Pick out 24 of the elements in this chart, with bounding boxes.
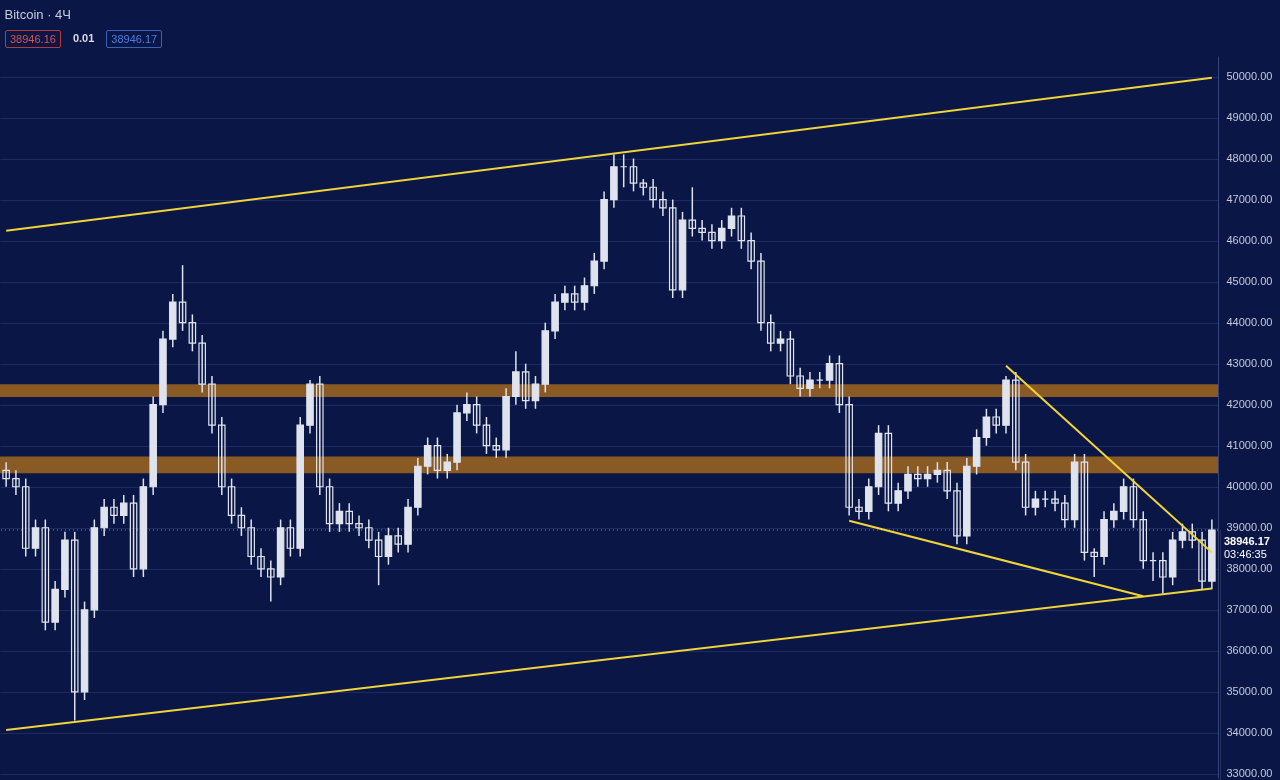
text: 38946.16 (5, 30, 61, 48)
text: 38946.17 (106, 30, 163, 48)
text: 03:46:35 (1224, 547, 1267, 560)
y-tick-label: 42000.00 (1226, 398, 1273, 411)
y-tick-label: 36000.00 (1226, 644, 1273, 657)
y-tick-label: 34000.00 (1226, 726, 1273, 739)
y-tick-label: 45000.00 (1226, 275, 1273, 288)
text: 0.01 (71, 31, 96, 46)
y-tick-label: 39000.00 (1226, 521, 1273, 534)
y-tick-label: 50000.00 (1226, 70, 1273, 83)
y-tick-label: 49000.00 (1226, 111, 1273, 124)
y-tick-label: 43000.00 (1226, 357, 1273, 370)
y-tick-label: 37000.00 (1226, 603, 1273, 616)
ref-line-label: 38946.17 (1224, 534, 1270, 547)
y-tick-label: 35000.00 (1226, 685, 1273, 698)
y-tick-label: 48000.00 (1226, 152, 1273, 165)
chart-title: Bitcoin · 4Ч (4, 7, 71, 22)
y-tick-label: 47000.00 (1226, 193, 1273, 206)
y-tick-label: 46000.00 (1226, 234, 1273, 247)
y-tick-label: 40000.00 (1226, 480, 1273, 493)
y-tick-label: 33000.00 (1226, 767, 1273, 780)
y-tick-label: 38000.00 (1226, 562, 1273, 575)
y-tick-label: 44000.00 (1226, 316, 1273, 329)
y-tick-label: 41000.00 (1226, 439, 1273, 452)
